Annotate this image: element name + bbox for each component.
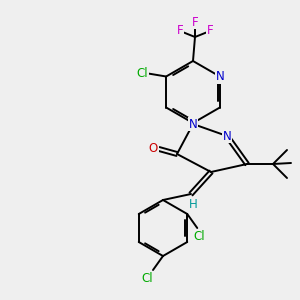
Text: Cl: Cl	[136, 67, 148, 80]
Text: F: F	[207, 25, 213, 38]
Text: N: N	[223, 130, 231, 142]
Text: H: H	[189, 197, 197, 211]
Text: N: N	[189, 118, 197, 130]
Text: F: F	[192, 16, 198, 28]
Text: F: F	[177, 25, 183, 38]
Text: N: N	[215, 70, 224, 83]
Text: Cl: Cl	[194, 230, 205, 242]
Text: Cl: Cl	[141, 272, 153, 284]
Text: O: O	[148, 142, 158, 155]
